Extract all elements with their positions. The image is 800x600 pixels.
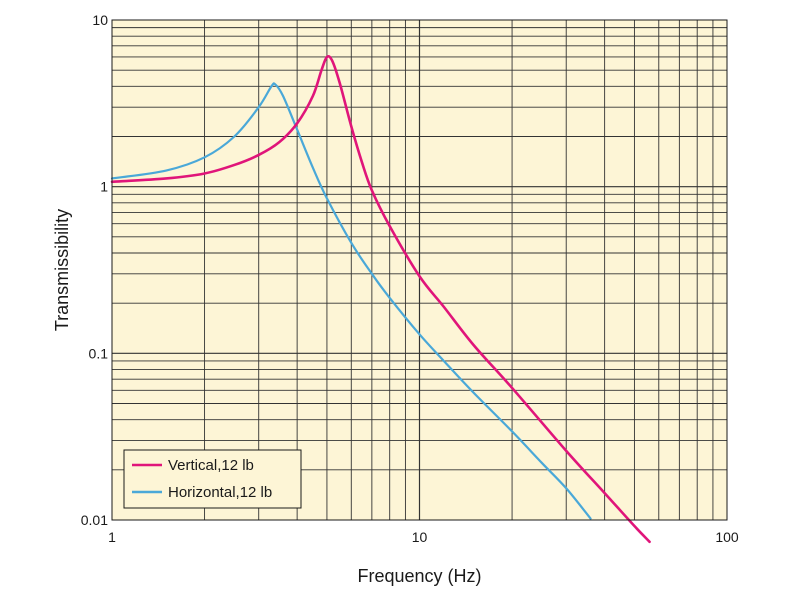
series-line-horizontal bbox=[110, 82, 592, 520]
x-tick-label: 10 bbox=[412, 529, 428, 545]
legend-box bbox=[123, 449, 302, 509]
y-tick-label: 10 bbox=[92, 12, 108, 28]
y-tick-labels: 0.01 0.1 1 10 bbox=[81, 12, 108, 528]
series-layer bbox=[110, 54, 651, 544]
x-tick-label: 1 bbox=[108, 529, 116, 545]
legend: Vertical,12 lb Horizontal,12 lb bbox=[123, 449, 302, 509]
series-line-vertical bbox=[110, 54, 651, 544]
x-tick-label: 100 bbox=[715, 529, 739, 545]
y-axis-title: Transmissibility bbox=[52, 209, 72, 331]
y-tick-label: 1 bbox=[100, 179, 108, 195]
x-tick-labels: 1 10 100 bbox=[108, 529, 739, 545]
plot-frame bbox=[111, 19, 728, 521]
legend-label-horizontal: Horizontal,12 lb bbox=[168, 484, 272, 501]
grid-lines bbox=[112, 20, 727, 520]
x-axis-title: Frequency (Hz) bbox=[357, 566, 481, 586]
y-tick-label: 0.1 bbox=[89, 345, 109, 361]
y-tick-label: 0.01 bbox=[81, 512, 108, 528]
legend-label-vertical: Vertical,12 lb bbox=[168, 457, 254, 474]
